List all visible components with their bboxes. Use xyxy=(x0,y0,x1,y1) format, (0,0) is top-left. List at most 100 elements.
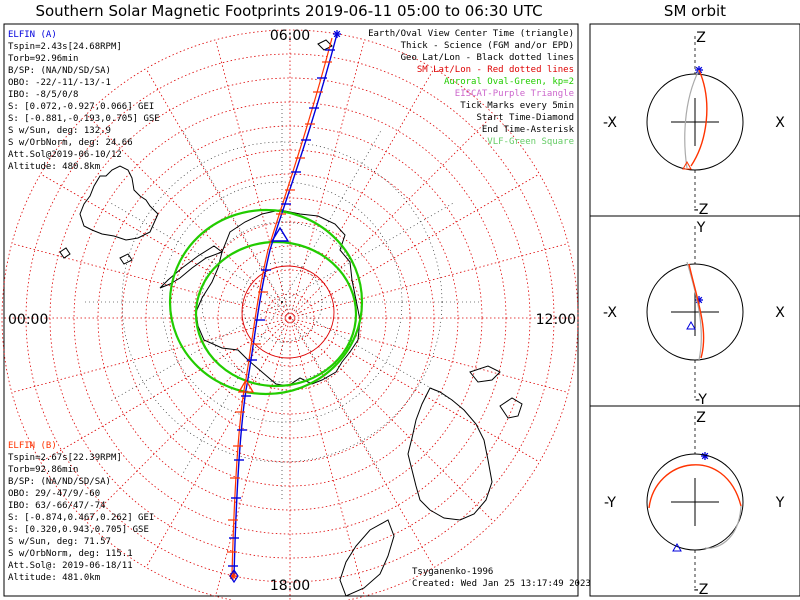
sm-latitude-circle xyxy=(1,29,579,600)
sm-longitude-line xyxy=(289,317,494,522)
sat-b-info-line: OBO: 29/-47/9/-60 xyxy=(8,489,100,499)
sat-a-name: ELFIN (A) xyxy=(8,30,57,40)
mlt-label-left: 00:00 xyxy=(8,312,48,328)
legend-entry: Earth/Oval View Center Time (triangle) xyxy=(368,29,574,39)
orbit-arc-gray xyxy=(686,261,702,361)
sm-longitude-line xyxy=(215,39,291,319)
sat-b-info-line: Altitude: 481.0km xyxy=(8,573,100,583)
legend-entry: Auroral Oval-Green, kp=2 xyxy=(444,77,574,87)
sm-orbit-title: SM orbit xyxy=(663,2,727,20)
satellite-tracks xyxy=(227,30,709,584)
sat-a-info-line: Att.Sol@2019-06-10/12 xyxy=(8,150,122,160)
axis-label-bottom: -Z xyxy=(694,582,709,598)
sm-longitude-line xyxy=(289,243,569,319)
sat-a-info-line: S w/Sun, deg: 132.9 xyxy=(8,126,111,136)
sm-longitude-line xyxy=(289,114,494,319)
orbit-triangle xyxy=(682,160,692,170)
axis-label-right: X xyxy=(775,115,785,131)
sat-b-info-line: S: [-0.874,0.467,0.262] GEI xyxy=(8,513,154,523)
track-a-line xyxy=(233,389,247,577)
sm-panel-frame-3 xyxy=(589,405,800,597)
sm-longitude-line xyxy=(289,317,435,568)
sm-longitude-line xyxy=(289,39,365,319)
antarctica-coastline xyxy=(195,209,361,387)
islands xyxy=(59,39,333,265)
sat-b-info-line: S w/OrbNorm, deg: 115.1 xyxy=(8,549,133,559)
sat-a-info-line: OBO: -22/-11/-13/-1 xyxy=(8,78,111,88)
mlt-label-right: 12:00 xyxy=(536,312,576,328)
sm-panel-2: Y -Y -X X xyxy=(603,220,785,408)
sm-longitude-line xyxy=(86,114,291,319)
axis-label-bottom: -Y xyxy=(695,392,707,408)
sat-b-info-line: Att.Sol@: 2019-06-18/11 xyxy=(8,561,133,571)
sm-panel-3: Z -Z -Y Y xyxy=(604,410,785,598)
geo-longitude-line xyxy=(281,201,456,303)
sm-longitude-line xyxy=(289,317,569,393)
sm-longitude-line xyxy=(86,317,291,522)
model-credit: Tsyganenko-1996 xyxy=(412,567,493,577)
orbit-arc-gray xyxy=(704,505,742,549)
sm-longitude-line xyxy=(145,317,291,568)
africa-coast xyxy=(339,519,395,597)
track-a-center-triangle xyxy=(270,226,290,242)
australia-coast xyxy=(407,387,493,521)
polar-grid xyxy=(1,29,579,600)
sm-panel-1: Z -Z -X X xyxy=(603,30,785,218)
track-a-start-diamond xyxy=(229,568,239,584)
sm-longitude-line xyxy=(289,173,540,319)
plot-title: Southern Solar Magnetic Footprints 2019-… xyxy=(35,2,543,20)
mlt-label-top: 06:00 xyxy=(270,28,310,44)
track-b-center-triangle xyxy=(237,378,255,393)
sm-longitude-line xyxy=(40,173,291,319)
legend-entry: Tick Marks every 5min xyxy=(460,101,574,111)
legend-entry: Geo Lat/Lon - Black dotted lines xyxy=(401,53,574,63)
sm-longitude-line xyxy=(145,68,291,319)
antarctica-outline xyxy=(59,39,523,597)
axis-label-top: Z xyxy=(696,30,706,46)
antarctic-peninsula xyxy=(159,245,224,289)
sat-a-info-line: Tspin=2.43s[24.68RPM] xyxy=(8,42,122,52)
new-zealand-coast xyxy=(469,365,523,419)
sat-b-info-line: Tspin=2.67s[22.39RPM] xyxy=(8,453,122,463)
orbit-arc-b xyxy=(648,464,742,509)
sm-orbit-panels: Z -Z -X X Y -Y -X X Z -Z -Y Y xyxy=(603,30,785,598)
legend-entry: Thick - Science (FGM and/or EPD) xyxy=(401,41,574,51)
auroral-oval-inner xyxy=(194,240,358,388)
sat-b-info-line: S w/Sun, deg: 71.57 xyxy=(8,537,111,547)
orbit-arc-b xyxy=(688,263,705,359)
south-america-coast xyxy=(79,165,159,241)
sm-longitude-line xyxy=(215,317,291,597)
sat-a-info-line: Torb=92.96min xyxy=(8,54,78,64)
axis-label-bottom: -Z xyxy=(694,202,709,218)
sat-b-name: ELFIN (B) xyxy=(8,441,57,451)
sm-longitude-line xyxy=(11,243,291,319)
legend-entry: VLF-Green Square xyxy=(487,137,574,147)
sat-a-info-line: S: [0.072,-0.927,0.066] GEI xyxy=(8,102,154,112)
orbit-arc-b xyxy=(690,69,708,167)
legend-entry: End Time-Asterisk xyxy=(482,125,575,135)
orbit-triangle xyxy=(686,320,696,330)
orbit-triangle xyxy=(672,542,682,552)
legend-entry: Start Time-Diamond xyxy=(476,113,574,123)
track-a-end-asterisk xyxy=(333,30,341,38)
sat-b-info-line: Torb=92.86min xyxy=(8,465,78,475)
sm-longitude-line xyxy=(11,317,291,393)
sat-b-info-line: B/SP: (NA/ND/SD/SA) xyxy=(8,477,111,487)
sat-b-info-line: S: [0.320,0.943,0.705] GSE xyxy=(8,525,149,535)
sat-a-info-line: S: [-0.881,-0.193,0.705] GSE xyxy=(8,114,160,124)
axis-label-left: -X xyxy=(603,305,617,321)
axis-label-right: X xyxy=(775,305,785,321)
axis-label-top: Z xyxy=(696,410,706,426)
legend-entry: SM Lat/Lon - Red dotted lines xyxy=(417,65,574,75)
geo-longitude-line xyxy=(281,301,456,403)
legend-entry: EISCAT-Purple Triangle xyxy=(455,89,574,99)
geo-longitude-line xyxy=(108,201,283,303)
sm-longitude-line xyxy=(289,317,365,597)
geo-longitude-line xyxy=(108,301,283,403)
sat-a-info-line: S w/OrbNorm, deg: 24.66 xyxy=(8,138,133,148)
orbit-arc-gray xyxy=(684,69,700,169)
axis-label-right: Y xyxy=(775,495,785,511)
axis-label-top: Y xyxy=(696,220,706,236)
sm-longitude-line xyxy=(40,317,291,463)
auroral-oval-outer xyxy=(168,208,364,396)
